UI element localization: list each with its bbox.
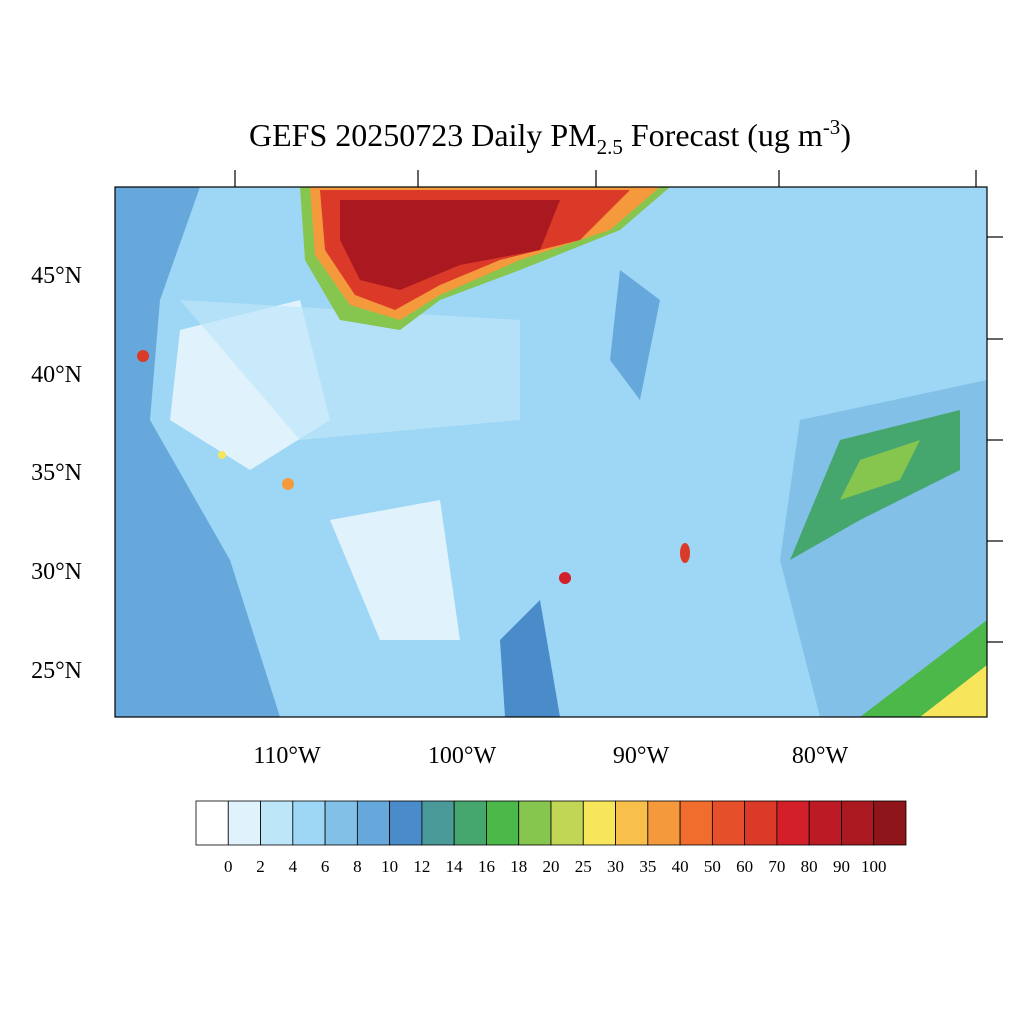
colorbar-box [260, 800, 294, 846]
colorbar-label: 80 [801, 857, 818, 876]
colorbar-box [324, 800, 358, 846]
colorbar-label: 6 [321, 857, 330, 876]
colorbar-label: 14 [446, 857, 464, 876]
colorbar-box [711, 800, 746, 846]
lat-label: 25°N [31, 658, 82, 684]
colorbar-box [744, 800, 778, 846]
colorbar-label: 100 [861, 857, 887, 876]
colorbar-box [389, 800, 423, 846]
colorbar-box [356, 800, 391, 846]
lon-label: 80°W [792, 743, 849, 769]
colorbar-box [421, 800, 455, 846]
colorbar-box [647, 800, 681, 846]
lon-label: 90°W [613, 743, 670, 769]
colorbar-label: 70 [768, 857, 785, 876]
colorbar-box [841, 800, 875, 846]
colorbar-label: 20 [543, 857, 560, 876]
lat-label: 45°N [31, 263, 82, 289]
colorbar-label: 25 [575, 857, 592, 876]
pm25-field [115, 187, 987, 717]
colorbar-box [808, 800, 842, 846]
colorbar-label: 10 [381, 857, 398, 876]
title-middle: Forecast (ug m [623, 117, 823, 153]
colorbar-label: 35 [639, 857, 656, 876]
colorbar-box [486, 800, 520, 846]
colorbar-box [873, 800, 907, 846]
colorbar-label: 12 [413, 857, 430, 876]
colorbar-label: 4 [289, 857, 298, 876]
colorbar-box [227, 800, 261, 846]
colorbar-box [679, 800, 713, 846]
lat-label: 30°N [31, 559, 82, 585]
lat-label: 40°N [31, 362, 82, 388]
colorbar-box [582, 800, 616, 846]
colorbar-box [518, 800, 552, 846]
colorbar-label: 18 [510, 857, 527, 876]
title-main: GEFS 20250723 Daily PM [249, 117, 597, 153]
colorbar-label: 8 [353, 857, 362, 876]
frame-ticks [234, 170, 1003, 643]
lat-label: 35°N [31, 460, 82, 486]
title-subscript: 2.5 [597, 135, 623, 159]
colorbar-label: 90 [833, 857, 850, 876]
colorbar-label: 2 [256, 857, 265, 876]
title-superscript: -3 [823, 115, 841, 139]
colorbar-box [550, 800, 584, 846]
colorbar-box [453, 800, 487, 846]
lon-label: 110°W [253, 743, 321, 769]
colorbar-label: 50 [704, 857, 721, 876]
colorbar-box [615, 800, 649, 846]
colorbar-label: 16 [478, 857, 495, 876]
colorbar-box [776, 800, 810, 846]
colorbar-label: 30 [607, 857, 624, 876]
colorbar-label: 40 [672, 857, 689, 876]
colorbar-label: 60 [736, 857, 753, 876]
lon-label: 100°W [428, 743, 497, 769]
colorbar-label: 0 [224, 857, 233, 876]
map-frame [114, 186, 988, 718]
colorbar-box [292, 800, 326, 846]
title: GEFS 20250723 Daily PM2.5 Forecast (ug m… [249, 115, 851, 159]
colorbar-box [195, 800, 229, 846]
title-end: ) [840, 117, 851, 153]
